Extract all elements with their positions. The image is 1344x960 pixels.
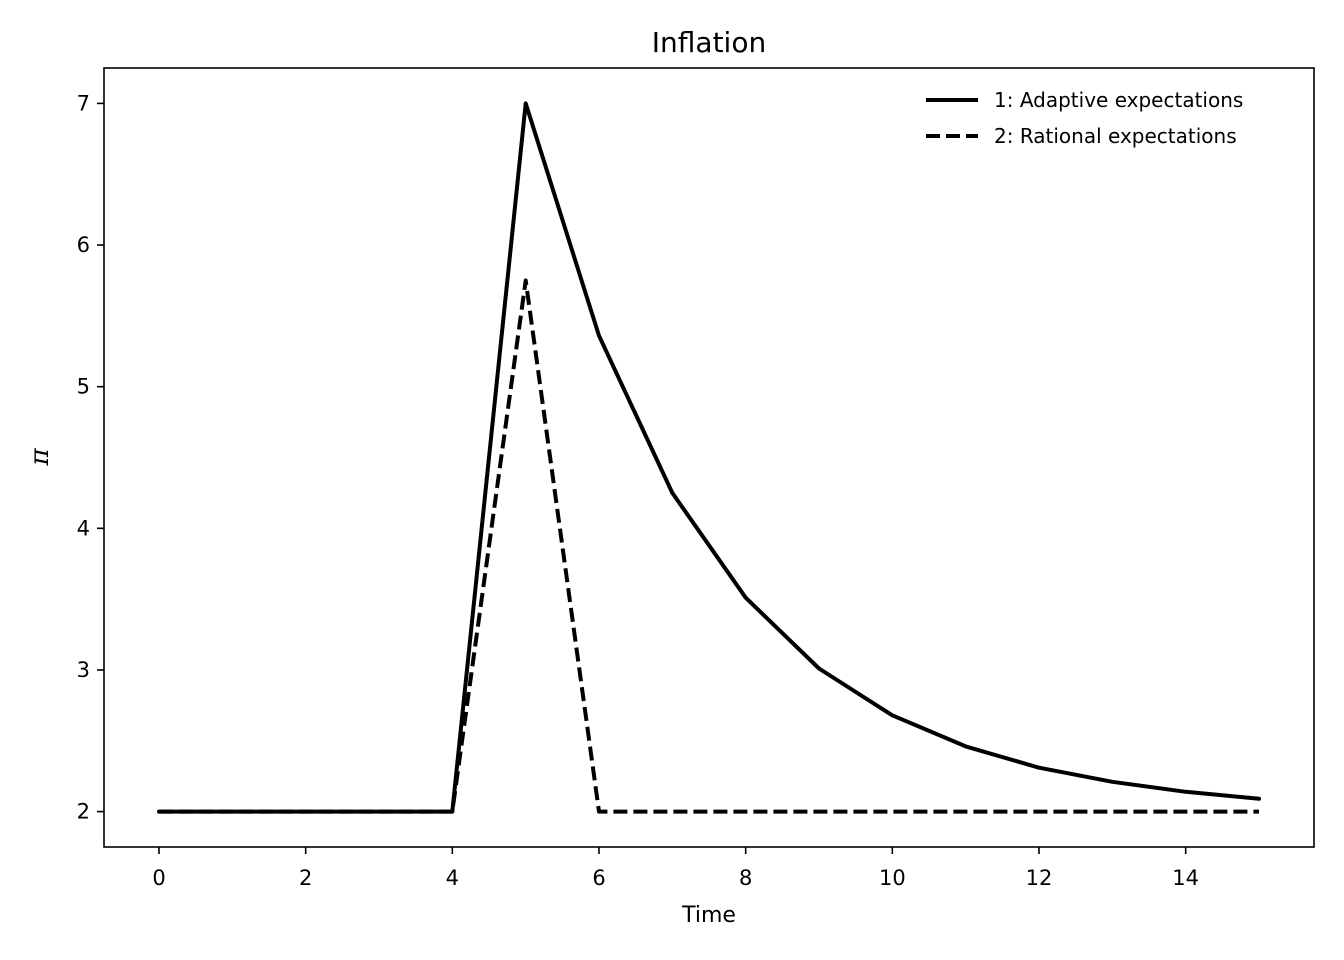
y-tick-label: 6 — [77, 233, 90, 257]
y-tick-label: 5 — [77, 375, 90, 399]
legend-label: 2: Rational expectations — [994, 124, 1237, 148]
plot-frame — [103, 67, 1315, 848]
y-tick-label: 2 — [77, 800, 90, 824]
y-tick-label: 4 — [77, 516, 90, 540]
x-axis: 0 2 4 6 8 10 12 14 — [152, 847, 1199, 890]
x-tick-label: 6 — [592, 866, 605, 890]
y-axis-label: π — [25, 448, 55, 467]
series-layer — [157, 101, 1261, 814]
y-tick-label: 3 — [77, 658, 90, 682]
x-tick-label: 0 — [152, 866, 165, 890]
x-tick-label: 8 — [739, 866, 752, 890]
legend-label: 1: Adaptive expectations — [994, 88, 1243, 112]
chart-title: Inflation — [652, 26, 766, 59]
plot-area — [103, 67, 1315, 848]
legend: 1: Adaptive expectations 2: Rational expe… — [926, 88, 1243, 148]
y-axis: 2 3 4 5 6 7 — [77, 91, 104, 824]
x-tick-label: 2 — [299, 866, 312, 890]
series-line-adaptive-expectations — [157, 101, 1261, 814]
x-axis-label: Time — [681, 903, 736, 928]
x-tick-label: 14 — [1172, 866, 1199, 890]
x-tick-label: 12 — [1026, 866, 1053, 890]
series-line-rational-expectations — [159, 278, 1259, 814]
y-tick-label: 7 — [77, 91, 90, 115]
x-tick-label: 4 — [446, 866, 459, 890]
x-tick-label: 10 — [879, 866, 906, 890]
